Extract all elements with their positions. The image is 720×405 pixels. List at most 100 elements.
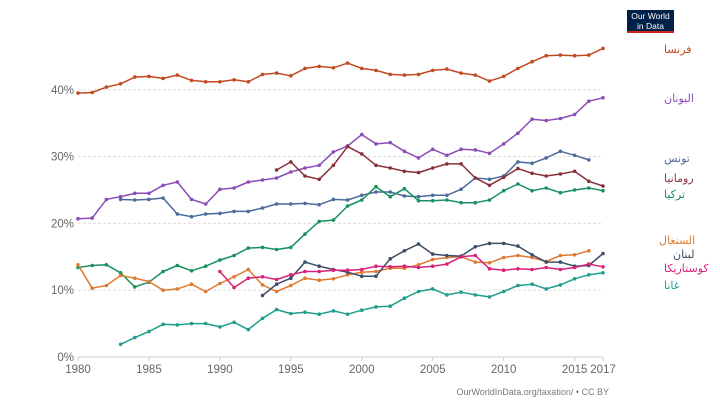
data-point[interactable] bbox=[274, 202, 279, 206]
data-point[interactable] bbox=[133, 335, 137, 340]
data-point[interactable] bbox=[317, 312, 322, 317]
data-point[interactable] bbox=[530, 267, 534, 272]
data-point[interactable] bbox=[587, 179, 591, 184]
data-point[interactable] bbox=[459, 162, 463, 166]
data-point[interactable] bbox=[587, 53, 591, 57]
data-point[interactable] bbox=[473, 293, 478, 297]
data-point[interactable] bbox=[260, 283, 265, 287]
data-point[interactable] bbox=[331, 268, 336, 273]
data-point[interactable] bbox=[558, 283, 563, 287]
data-point[interactable] bbox=[501, 289, 506, 294]
data-point[interactable] bbox=[331, 163, 336, 168]
data-point[interactable] bbox=[76, 263, 80, 267]
data-point[interactable] bbox=[558, 116, 563, 121]
data-point[interactable] bbox=[558, 172, 563, 176]
data-point[interactable] bbox=[203, 264, 208, 269]
data-point[interactable] bbox=[459, 254, 463, 259]
data-point[interactable] bbox=[246, 209, 251, 214]
data-point[interactable] bbox=[175, 263, 180, 268]
data-point[interactable] bbox=[360, 267, 364, 272]
data-point[interactable] bbox=[402, 296, 407, 301]
data-point[interactable] bbox=[303, 66, 307, 71]
data-point[interactable] bbox=[147, 74, 151, 79]
data-point[interactable] bbox=[388, 166, 393, 170]
data-point[interactable] bbox=[104, 85, 109, 89]
data-point[interactable] bbox=[459, 71, 463, 75]
data-point[interactable] bbox=[303, 310, 307, 315]
data-point[interactable] bbox=[218, 80, 222, 84]
data-point[interactable] bbox=[572, 53, 577, 58]
data-point[interactable] bbox=[331, 66, 336, 70]
data-point[interactable] bbox=[303, 174, 307, 178]
data-point[interactable] bbox=[402, 264, 407, 269]
data-point[interactable] bbox=[317, 219, 322, 224]
data-point[interactable] bbox=[430, 198, 435, 203]
data-point[interactable] bbox=[360, 152, 364, 156]
data-point[interactable] bbox=[402, 169, 407, 174]
data-point[interactable] bbox=[572, 169, 577, 174]
data-point[interactable] bbox=[232, 285, 236, 290]
data-point[interactable] bbox=[601, 265, 605, 269]
data-point[interactable] bbox=[601, 184, 605, 188]
data-point[interactable] bbox=[388, 194, 393, 199]
data-point[interactable] bbox=[402, 194, 407, 198]
data-point[interactable] bbox=[175, 287, 180, 291]
data-point[interactable] bbox=[430, 287, 435, 291]
data-point[interactable] bbox=[601, 251, 605, 256]
data-point[interactable] bbox=[516, 267, 520, 271]
data-point[interactable] bbox=[487, 183, 492, 188]
data-point[interactable] bbox=[260, 72, 265, 77]
data-point[interactable] bbox=[601, 188, 605, 193]
data-point[interactable] bbox=[530, 282, 534, 287]
data-point[interactable] bbox=[303, 276, 307, 281]
data-point[interactable] bbox=[445, 162, 449, 166]
data-point[interactable] bbox=[289, 245, 293, 250]
data-point[interactable] bbox=[530, 188, 534, 193]
data-point[interactable] bbox=[274, 168, 279, 172]
data-point[interactable] bbox=[530, 255, 534, 260]
data-point[interactable] bbox=[232, 78, 236, 82]
data-point[interactable] bbox=[232, 320, 236, 325]
data-point[interactable] bbox=[360, 308, 364, 313]
data-point[interactable] bbox=[445, 293, 449, 297]
data-point[interactable] bbox=[572, 277, 577, 281]
data-point[interactable] bbox=[402, 149, 407, 154]
data-point[interactable] bbox=[445, 198, 449, 202]
data-point[interactable] bbox=[530, 253, 534, 257]
data-point[interactable] bbox=[331, 197, 336, 202]
data-point[interactable] bbox=[104, 197, 109, 202]
data-point[interactable] bbox=[133, 276, 137, 281]
data-point[interactable] bbox=[189, 282, 194, 287]
data-point[interactable] bbox=[601, 96, 605, 100]
data-point[interactable] bbox=[572, 188, 577, 192]
data-point[interactable] bbox=[246, 327, 251, 332]
data-point[interactable] bbox=[289, 74, 293, 78]
data-point[interactable] bbox=[388, 140, 393, 145]
data-point[interactable] bbox=[430, 264, 435, 269]
data-point[interactable] bbox=[133, 75, 137, 79]
data-point[interactable] bbox=[303, 201, 307, 206]
data-point[interactable] bbox=[374, 274, 378, 279]
data-point[interactable] bbox=[402, 73, 407, 77]
data-point[interactable] bbox=[416, 265, 421, 270]
data-point[interactable] bbox=[501, 255, 506, 260]
data-point[interactable] bbox=[388, 257, 393, 261]
data-point[interactable] bbox=[260, 245, 265, 250]
data-point[interactable] bbox=[274, 247, 279, 252]
data-point[interactable] bbox=[430, 193, 435, 198]
data-point[interactable] bbox=[544, 156, 548, 160]
data-point[interactable] bbox=[331, 277, 336, 281]
data-point[interactable] bbox=[516, 166, 520, 171]
data-point[interactable] bbox=[303, 232, 307, 236]
data-point[interactable] bbox=[459, 290, 463, 295]
data-point[interactable] bbox=[402, 249, 407, 253]
data-point[interactable] bbox=[487, 177, 492, 182]
data-point[interactable] bbox=[430, 147, 435, 152]
data-point[interactable] bbox=[501, 241, 506, 246]
data-point[interactable] bbox=[516, 182, 520, 186]
data-point[interactable] bbox=[587, 186, 591, 190]
data-point[interactable] bbox=[161, 288, 165, 293]
data-point[interactable] bbox=[203, 289, 208, 294]
data-point[interactable] bbox=[388, 265, 393, 269]
data-point[interactable] bbox=[360, 132, 364, 137]
